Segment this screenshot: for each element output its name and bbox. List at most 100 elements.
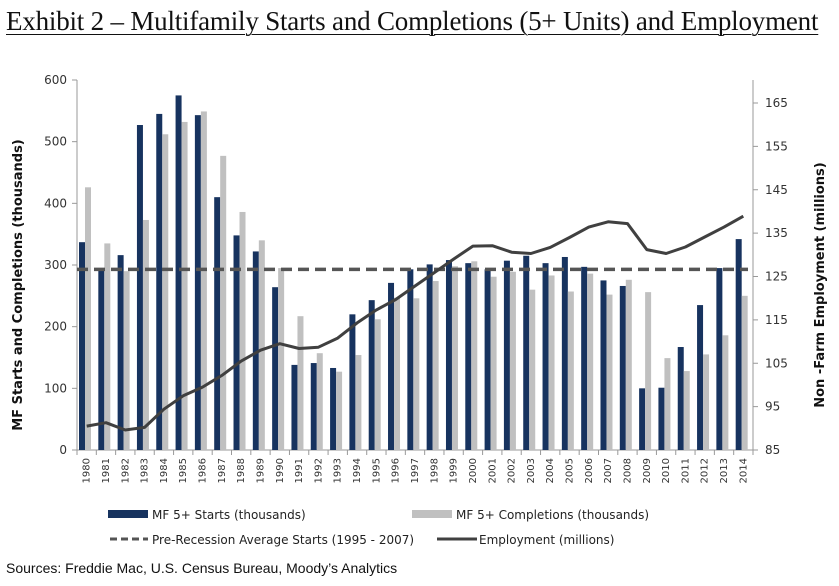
left-tick-label: 200 xyxy=(44,320,67,334)
x-tick-label: 2013 xyxy=(719,458,730,483)
left-tick-label: 300 xyxy=(44,258,67,272)
legend: MF 5+ Starts (thousands) MF 5+ Completion… xyxy=(108,508,649,547)
completions-bar xyxy=(645,292,652,450)
completions-bar xyxy=(220,155,227,450)
starts-bar xyxy=(214,197,221,450)
x-tick-label: 2001 xyxy=(487,458,498,483)
starts-bar xyxy=(368,300,375,450)
x-tick-label: 1992 xyxy=(313,458,324,483)
completions-bar xyxy=(278,268,285,450)
starts-bar xyxy=(388,282,395,450)
legend-item-completions: MF 5+ Completions (thousands) xyxy=(412,508,649,522)
x-tick-label: 1983 xyxy=(140,458,151,483)
left-tick-label: 500 xyxy=(44,135,67,149)
completions-bar xyxy=(316,353,323,450)
starts-bar xyxy=(600,280,607,450)
completions-bar xyxy=(587,273,594,450)
x-tick-label: 1994 xyxy=(352,458,363,483)
legend-item-average: Pre-Recession Average Starts (1995 - 200… xyxy=(110,533,414,547)
x-tick-label: 1984 xyxy=(159,458,170,483)
right-tick-label: 155 xyxy=(765,139,788,153)
left-axis-title: MF Starts and Completions (thousands) xyxy=(11,139,26,431)
x-tick-label: 2010 xyxy=(661,458,672,483)
starts-bar xyxy=(175,95,182,451)
x-tick-label: 2003 xyxy=(526,458,537,483)
completions-bar xyxy=(529,289,536,450)
lines xyxy=(77,214,748,432)
starts-bar xyxy=(233,235,240,450)
legend-swatch xyxy=(108,510,148,518)
completions-bar xyxy=(625,279,632,450)
x-tick-label: 1989 xyxy=(255,458,266,483)
x-tick-label: 2008 xyxy=(622,458,633,483)
completions-bar xyxy=(200,111,207,450)
starts-bar xyxy=(194,115,201,451)
completions-bar xyxy=(374,319,381,450)
legend-item-starts: MF 5+ Starts (thousands) xyxy=(108,508,306,522)
x-tick-label: 1993 xyxy=(333,458,344,483)
x-tick-label: 1990 xyxy=(275,458,286,483)
x-tick-label: 1998 xyxy=(429,458,440,483)
x-tick-label: 2004 xyxy=(545,458,556,483)
starts-bar xyxy=(252,251,259,450)
completions-bar xyxy=(490,276,497,450)
x-tick-label: 2002 xyxy=(507,458,518,483)
completions-bar xyxy=(104,243,111,450)
completions-bar xyxy=(741,295,748,450)
x-tick-label: 1986 xyxy=(198,458,209,483)
completions-bar xyxy=(413,298,420,450)
starts-bar xyxy=(136,125,143,451)
x-tick-label: 2005 xyxy=(565,458,576,483)
starts-bar xyxy=(542,263,549,450)
exhibit-title: Exhibit 2 – Multifamily Starts and Compl… xyxy=(6,6,819,36)
right-tick-label: 165 xyxy=(765,96,788,110)
starts-bar xyxy=(716,268,723,450)
legend-label: Employment (millions) xyxy=(479,533,614,547)
completions-bar xyxy=(85,187,91,451)
right-tick-label: 105 xyxy=(765,356,788,370)
x-tick-label: 1995 xyxy=(371,458,382,483)
right-axis-title: Non -Farm Employment (millions) xyxy=(813,162,828,408)
x-tick-label: 2014 xyxy=(738,458,749,483)
starts-bar xyxy=(407,269,414,450)
starts-bar xyxy=(561,256,568,450)
completions-bar xyxy=(239,211,246,450)
left-tick-label: 600 xyxy=(44,73,67,87)
starts-bar xyxy=(523,255,530,450)
right-tick-label: 95 xyxy=(765,400,780,414)
x-tick-label: 2011 xyxy=(680,458,691,483)
completions-bar xyxy=(567,291,574,450)
completions-bar xyxy=(297,316,304,450)
starts-bar xyxy=(658,387,665,450)
completions-bar xyxy=(664,358,671,450)
x-tick-label: 1987 xyxy=(217,458,228,483)
starts-bar xyxy=(639,388,646,450)
starts-bar xyxy=(465,263,472,450)
legend-label: MF 5+ Completions (thousands) xyxy=(456,508,649,522)
completions-bar xyxy=(703,354,710,450)
right-tick-label: 115 xyxy=(765,313,788,327)
completions-bar xyxy=(181,121,188,450)
starts-bar xyxy=(330,367,337,450)
x-tick-label: 2009 xyxy=(642,458,653,483)
starts-bar xyxy=(291,364,298,450)
completions-bar xyxy=(336,371,343,450)
starts-bar xyxy=(98,268,105,450)
x-tick-label: 1999 xyxy=(449,458,460,483)
left-tick-label: 400 xyxy=(44,196,67,210)
completions-bar xyxy=(471,261,478,450)
completions-bar xyxy=(394,297,401,450)
legend-swatch xyxy=(412,510,452,518)
starts-bar xyxy=(484,269,491,450)
completions-bar xyxy=(355,355,362,450)
starts-bar xyxy=(677,347,684,450)
right-tick-label: 85 xyxy=(765,443,780,457)
starts-bar xyxy=(426,264,433,450)
completions-bar xyxy=(606,294,613,450)
right-tick-label: 135 xyxy=(765,226,788,240)
x-tick-label: 1996 xyxy=(391,458,402,483)
sources-note: Sources: Freddie Mac, U.S. Census Bureau… xyxy=(6,560,398,576)
x-tick-label: 1981 xyxy=(101,458,112,483)
starts-bar xyxy=(117,255,124,450)
